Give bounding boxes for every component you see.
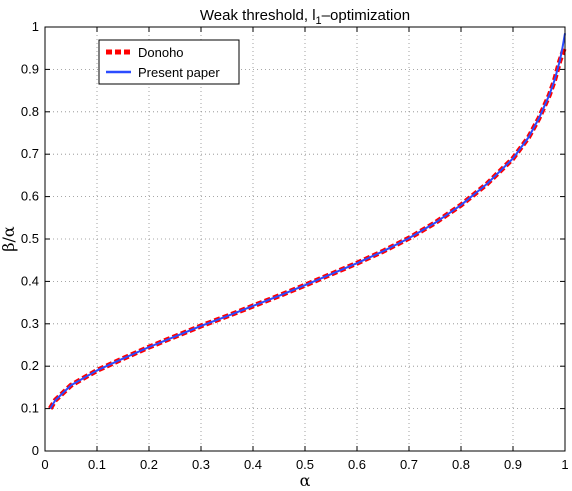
y-tick-label: 0.7 [21,146,39,161]
x-tick-label: 0.3 [192,457,210,472]
y-tick-label: 0.4 [21,273,39,288]
x-tick-label: 0.5 [296,457,314,472]
chart-title: Weak threshold, l1–optimization [200,7,410,27]
y-axis-label: β/α [0,226,18,252]
x-tick-label: 0.9 [504,457,522,472]
x-tick-label: 0.6 [348,457,366,472]
y-tick-label: 0.5 [21,231,39,246]
legend: Donoho Present paper [98,39,240,85]
y-tick-label: 0.1 [21,401,39,416]
y-tick-label: 0.6 [21,189,39,204]
x-tick-label: 0.7 [400,457,418,472]
chart-title-subscript: 1 [316,15,322,27]
legend-label-donoho: Donoho [138,45,184,60]
x-tick-label: 0.1 [88,457,106,472]
x-tick-label: 1 [561,457,568,472]
x-tick-label: 0.4 [244,457,262,472]
x-tick-label: 0.2 [140,457,158,472]
y-tick-label: 0 [32,443,39,458]
chart-title-suffix: –optimization [322,7,410,24]
x-tick-label: 0 [41,457,48,472]
ticks: 0 0.1 0.2 0.3 0.4 0.5 0.6 0.7 0.8 0.9 1 0 0.1 0.2 0.3 0… [21,19,569,472]
x-axis-label: α [300,471,311,490]
chart-title-main: Weak threshold, l [200,7,316,24]
x-tick-label: 0.8 [452,457,470,472]
y-tick-label: 0.9 [21,61,39,76]
series-layer [48,33,568,410]
legend-label-present-paper: Present paper [138,65,220,80]
y-tick-label: 0.2 [21,358,39,373]
y-tick-label: 1 [32,19,39,34]
series-line-present-paper [49,33,566,410]
y-tick-label: 0.3 [21,316,39,331]
legend-box [98,39,240,85]
y-tick-label: 0.8 [21,104,39,119]
